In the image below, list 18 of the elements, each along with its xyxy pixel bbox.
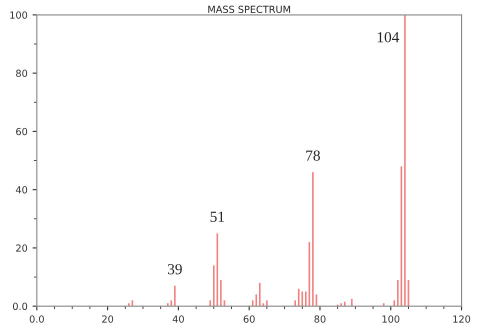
chart-title: MASS SPECTRUM <box>208 6 290 14</box>
y-tick-label: 60 <box>16 128 28 136</box>
x-tick-label: 40 <box>172 315 184 323</box>
annotation: 104 <box>378 32 400 42</box>
y-tick-label: 20 <box>16 244 28 252</box>
y-tick-label: 100 <box>10 11 28 19</box>
y-tick-label: 40 <box>16 186 28 194</box>
annotation: 39 <box>168 264 182 274</box>
x-tick-label: 120 <box>453 315 470 323</box>
x-tick-label: 60 <box>244 315 255 323</box>
annotation: 51 <box>210 212 224 222</box>
x-tick-label: 0.0 <box>30 315 44 323</box>
x-tick-label: 80 <box>314 315 326 323</box>
x-tick-label: 20 <box>102 315 114 323</box>
y-tick-label: 0.0 <box>12 302 28 310</box>
y-tick-label: 80 <box>16 70 28 77</box>
x-tick-label: 100 <box>382 315 400 323</box>
annotation: 78 <box>306 150 320 161</box>
